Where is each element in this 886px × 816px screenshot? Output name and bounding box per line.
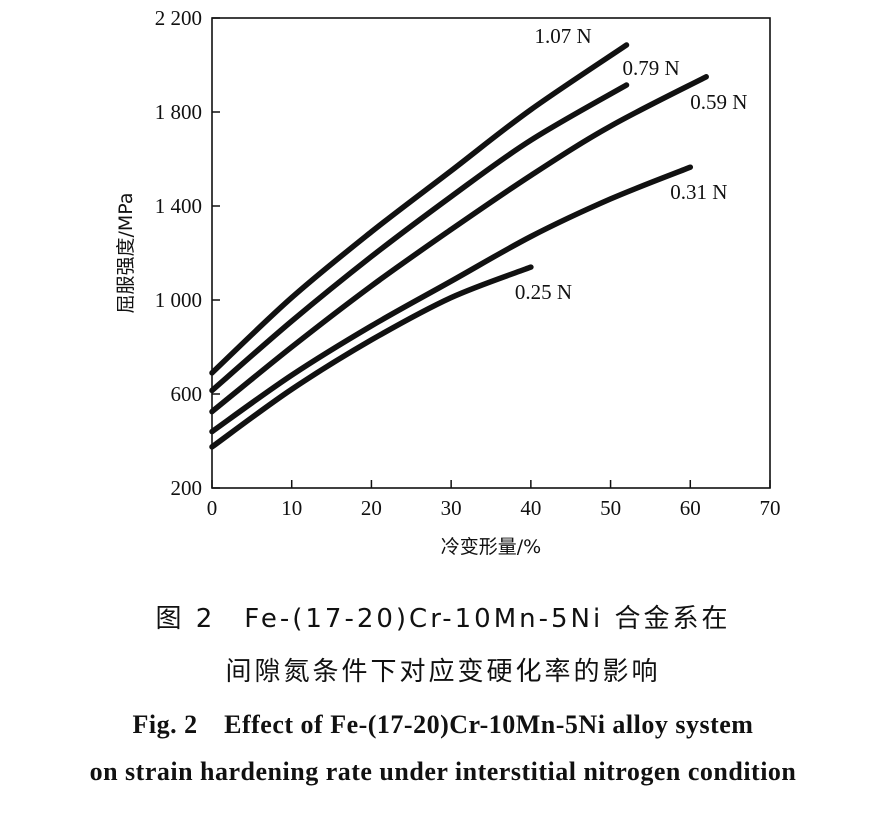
series-line-107n	[209, 42, 630, 376]
series-labels: 1.07 N 0.79 N 0.59 N 0.31 N 0.25 N	[515, 24, 748, 304]
yield-strength-chart: 0 10 20 30 40 50 60 70 200 600 1 000 1 400 1 800 2 2…	[115, 6, 781, 558]
y-tick-label: 1 000	[155, 288, 202, 312]
series-label: 0.31 N	[670, 180, 727, 204]
x-tick-label: 70	[760, 496, 781, 520]
x-tick-label: 10	[281, 496, 302, 520]
x-tick-label: 60	[680, 496, 701, 520]
y-tick-label: 1 400	[155, 194, 202, 218]
y-tick-label: 1 800	[155, 100, 202, 124]
caption-zh-line-1: 图 2 Fe-(17-20)Cr-10Mn-5Ni 合金系在	[155, 604, 731, 634]
series-label: 0.25 N	[515, 280, 572, 304]
series-lines	[209, 42, 709, 450]
series-line-031n	[209, 164, 694, 435]
caption-zh-line-2: 间隙氮条件下对应变硬化率的影响	[225, 657, 661, 687]
series-label: 1.07 N	[535, 24, 592, 48]
y-tick-label: 2 200	[155, 6, 202, 30]
x-tick-label: 50	[600, 496, 621, 520]
series-line-079n	[209, 82, 630, 394]
x-tick-label: 20	[361, 496, 382, 520]
series-line-059n	[209, 74, 709, 415]
y-tick-label: 600	[171, 382, 203, 406]
x-tick-label: 0	[207, 496, 218, 520]
x-axis-title: 冷变形量/%	[441, 536, 541, 558]
caption-en-line-1: Fig. 2 Effect of Fe-(17-20)Cr-10Mn-5Ni a…	[132, 710, 754, 739]
plot-frame	[211, 17, 771, 489]
x-axis-ticks: 0 10 20 30 40 50 60 70	[207, 480, 781, 520]
y-axis-title: 屈服强度/MPa	[115, 192, 137, 313]
y-axis-ticks: 200 600 1 000 1 400 1 800 2 200	[155, 6, 220, 500]
x-tick-label: 30	[441, 496, 462, 520]
x-tick-label: 40	[520, 496, 541, 520]
series-label: 0.59 N	[690, 90, 747, 114]
series-label: 0.79 N	[623, 56, 680, 80]
caption-en-line-2: on strain hardening rate under interstit…	[89, 757, 797, 786]
chart-area: 0 10 20 30 40 50 60 70 200 600 1 000 1 400 1 800 2 2…	[115, 6, 781, 558]
y-tick-label: 200	[171, 476, 203, 500]
series-line-025n	[209, 264, 534, 450]
